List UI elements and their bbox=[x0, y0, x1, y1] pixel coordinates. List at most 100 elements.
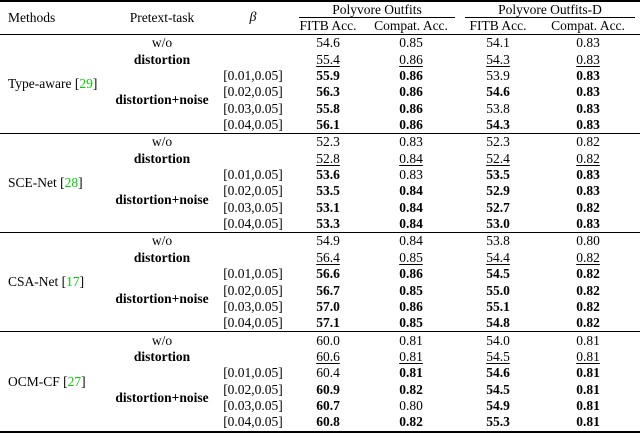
beta-cell: [0.01,0.05] bbox=[223, 365, 283, 381]
value-cell: 56.1 bbox=[316, 116, 340, 132]
value-cell: 0.81 bbox=[362, 331, 460, 349]
method-cell: SCE-Net [28] bbox=[0, 133, 112, 233]
beta-cell: [0.04,0.05] bbox=[223, 116, 283, 132]
value-cell: 0.81 bbox=[536, 331, 640, 349]
value-cell: 53.9 bbox=[486, 67, 510, 83]
header-methods: Methods bbox=[0, 1, 112, 35]
value-cell: 0.82 bbox=[576, 150, 600, 166]
beta-cell: [0.04,0.05] bbox=[223, 414, 283, 430]
beta-cell bbox=[212, 133, 294, 151]
value-cell: 55.9 bbox=[316, 67, 340, 83]
table-row: distortion 56.4 0.85 54.4 0.82 bbox=[0, 250, 640, 266]
table-row: distortion+noise [0.01,0.05] 60.4 0.81 54.6 0… bbox=[0, 365, 640, 405]
table-row: [0.03,0.05] 53.1 0.84 52.7 0.82 bbox=[0, 200, 640, 216]
value-cell: 0.82 bbox=[576, 298, 600, 314]
citation-link[interactable]: 17 bbox=[66, 274, 80, 290]
value-cell: 0.84 bbox=[399, 183, 423, 199]
beta-cell: [0.02,0.05] bbox=[223, 84, 283, 100]
citation-link[interactable]: 27 bbox=[67, 373, 82, 389]
table-row: [0.03,0.05] 55.8 0.86 53.8 0.83 bbox=[0, 100, 640, 116]
value-cell: 0.85 bbox=[399, 315, 423, 331]
value-cell: 60.9 bbox=[316, 381, 340, 397]
beta-cell: [0.04,0.05] bbox=[223, 216, 283, 232]
pretext-cell: w/o bbox=[112, 331, 212, 349]
header-fitb-acc-outfits: FITB Acc. bbox=[294, 18, 362, 35]
value-cell: 52.7 bbox=[486, 199, 510, 215]
value-cell: 52.9 bbox=[486, 183, 510, 199]
beta-cell bbox=[212, 349, 294, 365]
value-cell: 0.82 bbox=[576, 315, 600, 331]
value-cell: 54.0 bbox=[460, 331, 536, 349]
method-cell: OCM-CF [27] bbox=[0, 331, 112, 432]
value-cell: 0.83 bbox=[576, 216, 600, 232]
beta-cell: [0.02,0.05] bbox=[223, 282, 283, 298]
pretext-cell: distortion bbox=[133, 150, 191, 166]
pretext-cell: distortion bbox=[133, 349, 191, 364]
value-cell: 55.1 bbox=[486, 298, 510, 314]
group-label-polyvore-outfits: Polyvore Outfits bbox=[299, 2, 455, 18]
table-row: OCM-CF [27] w/o 60.0 0.81 54.0 0.81 bbox=[0, 331, 640, 432]
citation-link[interactable]: 28 bbox=[64, 175, 79, 191]
value-cell: 60.0 bbox=[294, 331, 362, 349]
pretext-cell: w/o bbox=[112, 232, 212, 250]
value-cell: 0.80 bbox=[536, 232, 640, 250]
pretext-cell: distortion bbox=[133, 51, 191, 67]
value-cell: 53.6 bbox=[316, 167, 340, 183]
value-cell: 56.3 bbox=[316, 84, 340, 100]
value-cell: 52.3 bbox=[460, 133, 536, 151]
beta-cell: [0.04,0.05] bbox=[223, 315, 283, 331]
value-cell: 0.83 bbox=[576, 67, 600, 83]
value-cell: 0.86 bbox=[399, 298, 423, 314]
value-cell: 0.81 bbox=[399, 365, 423, 381]
method-name: CSA-Net bbox=[8, 274, 59, 290]
citation-link[interactable]: 29 bbox=[79, 76, 93, 92]
table-row: [0.03,0.05] 60.7 0.80 54.9 0.81 bbox=[0, 398, 640, 414]
value-cell: 0.83 bbox=[576, 84, 600, 100]
method-cell: CSA-Net [17] bbox=[0, 232, 112, 332]
beta-cell bbox=[212, 232, 294, 250]
beta-cell: [0.02,0.05] bbox=[223, 381, 283, 397]
sub-header-row: FITB Acc. Compat. Acc. FITB Acc. Compat.… bbox=[0, 18, 640, 35]
value-cell: 0.86 bbox=[399, 266, 423, 282]
group-label-polyvore-outfits-d: Polyvore Outfits-D bbox=[465, 2, 635, 18]
value-cell: 53.8 bbox=[460, 232, 536, 250]
value-cell: 0.83 bbox=[399, 167, 423, 183]
value-cell: 0.85 bbox=[399, 249, 423, 265]
value-cell: 54.4 bbox=[486, 249, 510, 265]
value-cell: 54.3 bbox=[486, 116, 510, 132]
header-beta: β bbox=[212, 1, 294, 35]
beta-cell bbox=[212, 151, 294, 167]
value-cell: 0.83 bbox=[576, 51, 600, 67]
value-cell: 53.3 bbox=[316, 216, 340, 232]
value-cell: 60.7 bbox=[316, 398, 340, 414]
beta-cell: [0.02,0.05] bbox=[223, 183, 283, 199]
table-row: distortion+noise [0.01,0.05] 53.6 0.83 53.5 0… bbox=[0, 167, 640, 207]
value-cell: 0.86 bbox=[399, 100, 423, 116]
value-cell: 54.6 bbox=[316, 35, 340, 51]
value-cell: 0.86 bbox=[399, 84, 423, 100]
beta-cell: [0.01,0.05] bbox=[223, 167, 283, 183]
table-row: [0.02,0.05] 53.5 0.84 52.9 0.83 bbox=[0, 183, 640, 199]
header-group-polyvore-outfits: Polyvore Outfits bbox=[294, 1, 460, 18]
beta-cell bbox=[212, 35, 294, 52]
value-cell: 0.81 bbox=[576, 414, 600, 430]
value-cell: 55.0 bbox=[486, 282, 510, 298]
value-cell: 0.82 bbox=[399, 381, 423, 397]
value-cell: 0.82 bbox=[576, 266, 600, 282]
value-cell: 57.0 bbox=[316, 298, 340, 314]
value-cell: 54.8 bbox=[486, 315, 510, 331]
value-cell: 57.1 bbox=[316, 315, 340, 331]
value-cell: 54.5 bbox=[486, 381, 510, 397]
table-row: [0.02,0.05] 56.7 0.85 55.0 0.82 bbox=[0, 282, 640, 298]
value-cell: 54.9 bbox=[486, 398, 510, 414]
group-header-row: Methods Pretext-task β Polyvore Outfits … bbox=[0, 1, 640, 35]
value-cell: 53.5 bbox=[316, 183, 340, 199]
value-cell: 54.9 bbox=[294, 232, 362, 250]
table-row: [0.04,0.05] 57.1 0.85 54.8 0.82 bbox=[0, 315, 640, 332]
value-cell: 55.3 bbox=[486, 414, 510, 430]
table-body: Type-aware [29] w/o 54.6 0.85 54.1 0.83 distor… bbox=[0, 35, 640, 432]
value-cell: 54.6 bbox=[486, 365, 510, 381]
value-cell: 0.83 bbox=[576, 116, 600, 132]
